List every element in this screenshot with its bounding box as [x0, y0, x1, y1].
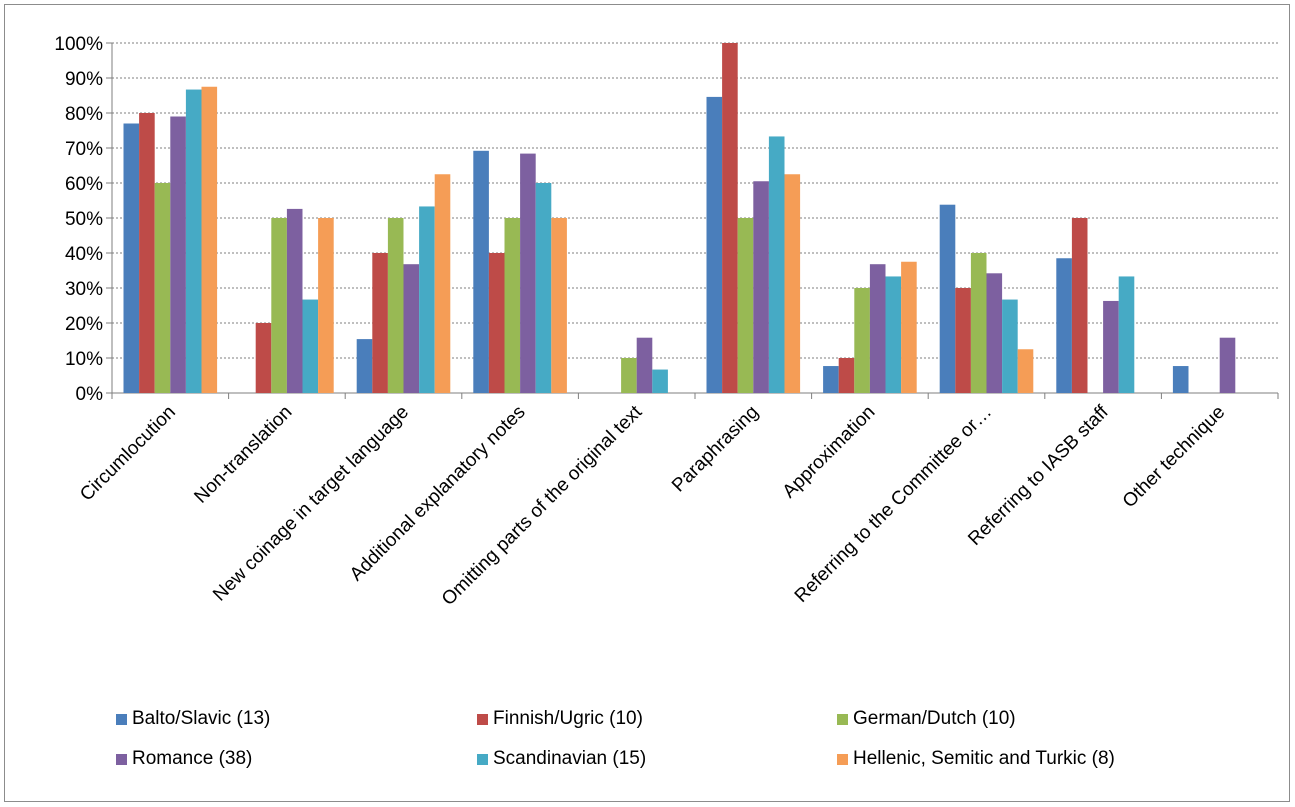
- y-tick-label: 60%: [65, 174, 103, 195]
- bar: [1172, 366, 1189, 393]
- chart-frame: [4, 4, 1290, 802]
- bar: [869, 264, 886, 393]
- x-category-label: Other technique: [1119, 402, 1229, 512]
- bar: [784, 174, 801, 393]
- bar: [838, 358, 855, 393]
- bar: [488, 253, 505, 393]
- bar: [255, 323, 272, 393]
- y-tick-label: 40%: [65, 244, 103, 265]
- x-category-label: Non-translation: [190, 402, 296, 508]
- bar: [271, 218, 287, 393]
- bar: [170, 116, 186, 393]
- legend-label: Balto/Slavic (13): [132, 708, 271, 729]
- bar: [535, 183, 552, 393]
- y-tick-label: 20%: [65, 314, 103, 335]
- bar: [139, 113, 155, 393]
- bar: [970, 253, 987, 393]
- y-tick-label: 50%: [65, 209, 103, 230]
- bar: [1017, 349, 1034, 393]
- y-tick-label: 90%: [65, 69, 103, 90]
- legend-swatch: [837, 753, 848, 765]
- bar: [356, 339, 373, 393]
- bar: [504, 218, 521, 393]
- x-category-label: Paraphrasing: [668, 402, 763, 497]
- bar: [722, 43, 738, 393]
- bar: [123, 123, 140, 393]
- bar: [185, 89, 202, 394]
- x-category-label: Circumlocution: [76, 402, 180, 506]
- legend-label: Romance (38): [132, 748, 253, 769]
- legend-item: Scandinavian (15): [477, 748, 646, 770]
- bar: [1002, 299, 1018, 393]
- bar: [1118, 276, 1135, 393]
- bar: [652, 369, 668, 393]
- bar: [901, 261, 917, 393]
- legend-item: Hellenic, Semitic and Turkic (8): [837, 748, 1115, 770]
- y-tick-label: 70%: [65, 139, 103, 160]
- legend-swatch: [477, 713, 488, 725]
- bar: [302, 299, 319, 393]
- bar: [939, 204, 956, 393]
- bar: [737, 218, 754, 393]
- bar: [434, 174, 451, 393]
- bar: [854, 288, 870, 393]
- x-category-label: New coinage in target language: [209, 402, 413, 606]
- bar: [621, 358, 637, 393]
- bar: [154, 183, 171, 393]
- bar: [286, 208, 303, 393]
- x-category-label: Omitting parts of the original text: [438, 401, 647, 610]
- bar: [768, 136, 785, 393]
- x-category-label: Approximation: [779, 402, 880, 503]
- bar: [636, 337, 653, 393]
- legend-swatch: [116, 753, 127, 765]
- legend-label: German/Dutch (10): [853, 708, 1016, 729]
- legend-swatch: [116, 713, 127, 725]
- y-tick-label: 30%: [65, 279, 103, 300]
- bar: [387, 218, 404, 393]
- bar: [706, 96, 723, 394]
- legend-label: Finnish/Ugric (10): [493, 708, 643, 729]
- y-tick-label: 80%: [65, 104, 103, 125]
- x-category-label: Referring to the Committee or…: [791, 402, 996, 607]
- bar: [1071, 218, 1088, 393]
- y-tick-label: 100%: [54, 34, 103, 55]
- legend-item: Romance (38): [116, 748, 252, 770]
- legend-swatch: [837, 713, 848, 725]
- legend-label: Scandinavian (15): [493, 748, 647, 769]
- legend-label: Hellenic, Semitic and Turkic (8): [853, 748, 1115, 769]
- bar: [1219, 337, 1236, 393]
- bar: [419, 206, 435, 393]
- bar: [201, 86, 218, 393]
- bar: [1103, 300, 1119, 393]
- bar: [885, 276, 902, 393]
- bar: [403, 264, 420, 393]
- y-tick-label: 10%: [65, 349, 103, 370]
- bar: [753, 181, 769, 393]
- legend-item: Balto/Slavic (13): [116, 708, 270, 730]
- bar: [986, 273, 1003, 393]
- legend-item: Finnish/Ugric (10): [477, 708, 643, 730]
- bar: [473, 150, 489, 393]
- bar: [372, 253, 388, 393]
- y-tick-label: 0%: [76, 384, 104, 405]
- bar: [520, 153, 536, 393]
- bar: [318, 218, 334, 393]
- bar: [1056, 258, 1072, 393]
- bar: [955, 288, 971, 393]
- legend-swatch: [477, 753, 488, 765]
- bar: [551, 218, 567, 393]
- legend-item: German/Dutch (10): [837, 708, 1016, 730]
- bar: [823, 366, 839, 393]
